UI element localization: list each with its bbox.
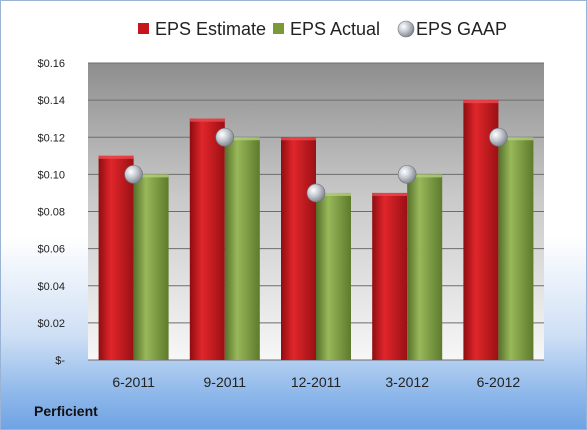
actual-bar-cap [133,174,169,178]
y-tick-label: $0.02 [37,318,65,330]
actual-bar-cap [407,174,443,178]
x-tick-label: 6-2012 [477,374,521,390]
gaap-marker [215,127,235,147]
actual-bar [498,137,534,360]
estimate-bar [189,118,225,360]
actual-bar [133,174,169,360]
estimate-bar [372,192,408,360]
legend-swatch [273,23,284,34]
gaap-marker [397,165,417,184]
actual-bar [316,192,351,360]
y-tick-label: $0.16 [37,58,65,70]
estimate-bar-cap [189,118,225,122]
estimate-bar-cap [281,137,316,141]
y-tick-label: $0.10 [37,169,65,181]
gaap-marker [124,165,143,184]
x-tick-label: 12-2011 [291,374,342,390]
actual-bar-cap [316,192,351,196]
x-tick-label: 3-2012 [385,374,429,390]
gaap-marker [489,127,508,147]
estimate-bar [281,137,316,360]
legend-label: EPS Actual [290,19,380,39]
y-tick-label: $- [55,355,65,367]
legend-swatch [138,23,149,34]
actual-bar [224,137,260,360]
actual-bar-cap [498,137,534,141]
gaap-marker [306,183,326,203]
estimate-bar [98,155,134,360]
legend-label: EPS Estimate [155,19,266,39]
company-name: Perficient [34,403,98,419]
x-tick-label: 6-2011 [112,374,155,390]
actual-bar-cap [224,137,260,141]
y-tick-label: $0.08 [37,207,65,219]
y-tick-label: $0.04 [37,281,65,293]
actual-bar [407,174,443,360]
legend-label: EPS GAAP [416,19,507,39]
legend: EPS Estimate EPS Actual EPS GAAP [138,19,507,39]
estimate-bar-cap [98,155,134,159]
estimate-bar-cap [463,100,499,104]
y-tick-label: $0.14 [37,95,65,107]
legend-swatch [397,20,415,38]
plot-area: $- $0.02 $0.04 $0.06 $0.08 $0.10 $0.12 $0.14 $0.… [37,58,544,390]
estimate-bar-cap [372,192,408,196]
y-tick-label: $0.06 [37,244,65,256]
x-tick-label: 9-2011 [204,374,247,390]
eps-chart: $- $0.02 $0.04 $0.06 $0.08 $0.10 $0.12 $0.14 $0.… [37,19,544,390]
y-tick-label: $0.12 [37,132,65,144]
